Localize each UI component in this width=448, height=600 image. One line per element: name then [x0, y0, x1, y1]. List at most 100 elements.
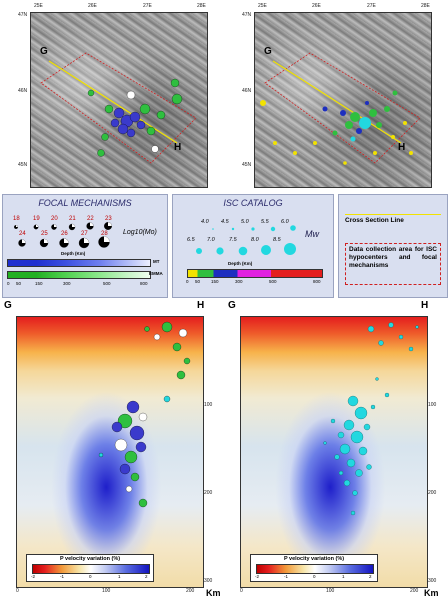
lon-tick-27: 27E: [143, 3, 152, 9]
lat-tick-46: 46N: [242, 88, 252, 94]
mw-label: 4.0: [201, 219, 209, 225]
log-mo-label: 22: [87, 216, 94, 222]
x-tick: 100: [102, 588, 111, 594]
depth-tick: 50: [195, 279, 201, 284]
mw-label: 7.0: [207, 237, 215, 243]
y-tick: 200: [428, 490, 437, 496]
collection-area-box: [264, 52, 421, 164]
focal-legend-title: FOCAL MECHANISMS: [38, 198, 132, 208]
cross-section-swatch: [345, 214, 441, 215]
isc-depth-bar: [187, 269, 323, 278]
colorbar-tick: 1: [342, 574, 345, 579]
velocity-colorbar: P velocity variation (%) -2 -1 0 1 2: [26, 554, 154, 582]
lon-tick-25: 25E: [258, 3, 267, 9]
log-mo-label: 21: [69, 216, 76, 222]
log-mo-label: 23: [105, 216, 112, 222]
magnitude-size-legend: [196, 225, 296, 256]
x-tick: 200: [186, 588, 195, 594]
collection-area-box: [40, 52, 197, 164]
y-tick: 100: [428, 402, 437, 408]
y-tick: 100: [204, 402, 213, 408]
lon-tick-26: 26E: [312, 3, 321, 9]
section-label-g: G: [4, 300, 12, 311]
focal-mechanisms-legend: FOCAL MECHANISMS 18 19 20 21 22 23 24 25…: [2, 194, 168, 298]
map-label-h: H: [174, 142, 182, 153]
mt-depth-bar: [7, 259, 151, 267]
log-mo-label: 25: [41, 231, 48, 237]
focal-depth-label: Depth (Km): [61, 251, 86, 256]
mt-label: MT: [153, 259, 160, 264]
km-label: Km: [206, 588, 221, 598]
cross-section-focal: G H 0 100 200 100 200 300 Km P velocity …: [0, 298, 224, 600]
mw-label: 8.0: [251, 237, 259, 243]
mw-label: 7.5: [229, 237, 237, 243]
colorbar-title: P velocity variation (%): [283, 556, 345, 562]
isc-map-overlay: [260, 52, 421, 165]
log-mo-label: 28: [101, 231, 108, 237]
depth-tick: 0: [7, 281, 10, 286]
colorbar-tick: -2: [31, 574, 36, 579]
lat-tick-47: 47N: [18, 12, 28, 18]
depth-tick: 0: [186, 279, 189, 284]
cross-section-line: [272, 60, 402, 144]
cross-section-line: [48, 60, 178, 144]
section-label-h: H: [421, 300, 429, 311]
colorbar-tick: -1: [284, 574, 289, 579]
depth-tick: 800: [313, 279, 321, 284]
depth-tick: 800: [140, 281, 148, 286]
log-mo-label: 20: [51, 216, 58, 222]
y-tick: 300: [428, 578, 437, 584]
colorbar-gradient: [32, 564, 150, 574]
depth-tick: 500: [269, 279, 277, 284]
log-mo-label: 26: [61, 231, 68, 237]
x-tick: 0: [240, 588, 243, 594]
lat-tick-47: 47N: [242, 12, 252, 18]
velocity-section-left: [16, 316, 204, 588]
isc-depth-label: Depth (Km): [228, 261, 253, 266]
hypocenter-cluster: [260, 90, 413, 165]
depth-tick: 300: [235, 279, 243, 284]
x-tick: 200: [410, 588, 419, 594]
y-tick: 300: [204, 578, 213, 584]
mw-label: 8.5: [273, 237, 281, 243]
log-mo-label: 19: [33, 216, 40, 222]
isc-section-overlay: [323, 322, 419, 516]
cross-section-isc: G H 0 100 200 100 200 300 Km P velocity …: [224, 298, 448, 600]
colorbar-tick: -2: [255, 574, 260, 579]
lat-tick-46: 46N: [18, 88, 28, 94]
section-label-g: G: [228, 300, 236, 311]
focal-mechanism-cluster: [87, 78, 183, 157]
map-label-g: G: [40, 46, 48, 57]
mw-label: 4.5: [221, 219, 229, 225]
beachball-size-legend: [14, 222, 112, 249]
collection-area-label: Data collection area for ISC hypocenters…: [349, 246, 437, 269]
topography-map-left: [30, 12, 208, 188]
colorbar-tick: 0: [313, 574, 316, 579]
depth-tick: 500: [103, 281, 111, 286]
focal-map-overlay: [40, 52, 197, 164]
colorbar-tick: 0: [89, 574, 92, 579]
colorbar-tick: 2: [145, 574, 148, 579]
lon-tick-27: 27E: [367, 3, 376, 9]
velocity-section-right: [240, 316, 428, 588]
mw-label: 5.0: [241, 219, 249, 225]
focal-map-panel: 25E 26E 27E 28E 47N 46N 45N: [0, 0, 224, 190]
colorbar-title: P velocity variation (%): [59, 556, 121, 562]
lon-tick-28: 28E: [197, 3, 206, 9]
depth-tick: 150: [35, 281, 43, 286]
collection-area-swatch: Data collection area for ISC hypocenters…: [345, 243, 441, 285]
section-label-h: H: [197, 300, 205, 311]
isc-catalog-legend: ISC CATALOG 4.0 4.5 5.0 5.5 6.0 6.5 7.0 …: [172, 194, 334, 298]
isc-map-panel: 25E 26E 27E 28E 47N 46N 45N: [224, 0, 448, 190]
lon-tick-26: 26E: [88, 3, 97, 9]
colorbar-tick: 1: [118, 574, 121, 579]
lat-tick-45: 45N: [18, 162, 28, 168]
mw-label: 6.0: [281, 219, 289, 225]
isc-legend-title: ISC CATALOG: [223, 198, 283, 208]
emma-depth-bar: [7, 271, 151, 279]
depth-tick: 300: [63, 281, 71, 286]
x-tick: 0: [16, 588, 19, 594]
colorbar-gradient: [256, 564, 374, 574]
depth-tick: 50: [16, 281, 22, 286]
focal-section-overlay: [98, 321, 191, 508]
